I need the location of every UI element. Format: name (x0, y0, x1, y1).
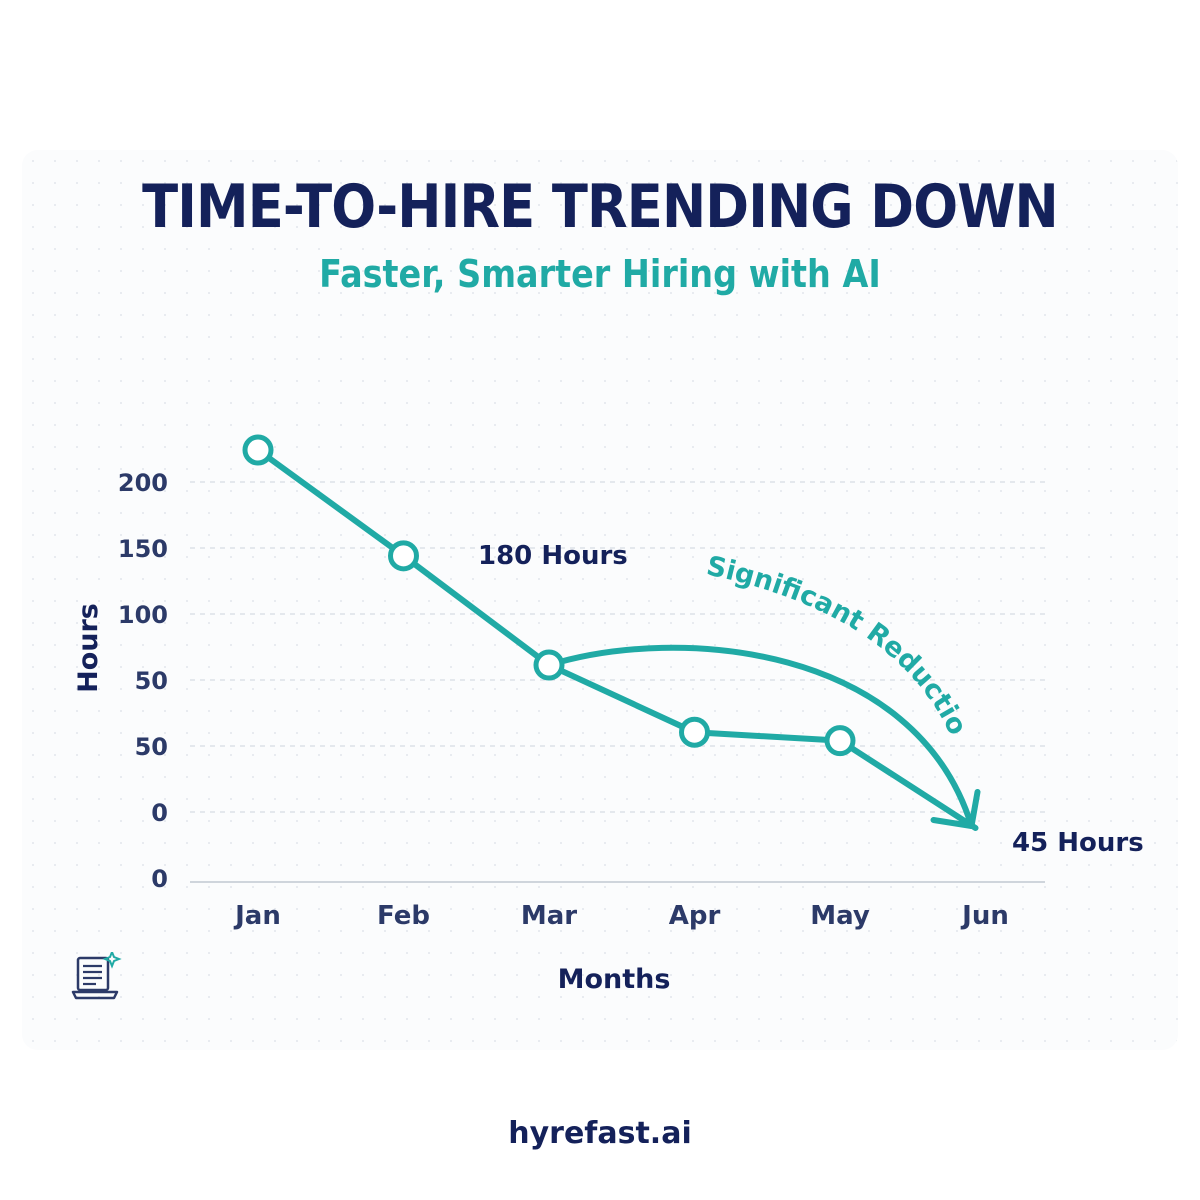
y-tick-labels: 200 150 100 50 50 0 0 (118, 469, 168, 893)
reduction-arrow-head (930, 789, 981, 829)
y-tick-label: 150 (118, 535, 168, 563)
x-tick-label: Feb (377, 901, 430, 931)
series-line (242, 434, 979, 831)
brand-name: hyrefast.ai (508, 1116, 692, 1151)
annotation-mar: 180 Hours (478, 541, 628, 571)
data-point (388, 540, 419, 572)
y-tick-label: 0 (151, 865, 168, 893)
y-tick-label: 0 (151, 799, 168, 827)
y-tick-label: 50 (135, 733, 168, 761)
series-polyline (255, 447, 979, 831)
data-point (242, 434, 274, 466)
x-axis-label: Months (558, 964, 671, 995)
x-tick-label: Mar (521, 901, 577, 931)
x-tick-labels: Jan Feb Mar Apr May Jun (233, 901, 1009, 931)
data-point (824, 725, 856, 757)
data-point (679, 716, 710, 748)
x-tick-label: Jan (233, 901, 281, 931)
document-sparkle-icon (71, 952, 122, 1000)
y-axis-label: Hours (73, 603, 104, 693)
annotation-jun: 45 Hours (1012, 828, 1144, 858)
chart-title: TIME-TO-HIRE TRENDING DOWN (142, 172, 1059, 242)
y-tick-label: 100 (118, 601, 168, 629)
chart-card (22, 150, 1178, 1050)
reduction-arrow (546, 644, 975, 829)
x-tick-label: May (810, 901, 870, 931)
gridlines (190, 481, 1045, 813)
data-point (533, 649, 565, 681)
x-tick-label: Jun (960, 901, 1009, 931)
y-tick-label: 200 (118, 469, 168, 497)
y-tick-label: 50 (135, 667, 168, 695)
chart-subtitle: Faster, Smarter Hiring with AI (319, 252, 881, 296)
x-tick-label: Apr (669, 901, 721, 931)
annotations: 180 Hours 45 Hours Significant Reduction (0, 0, 1144, 858)
